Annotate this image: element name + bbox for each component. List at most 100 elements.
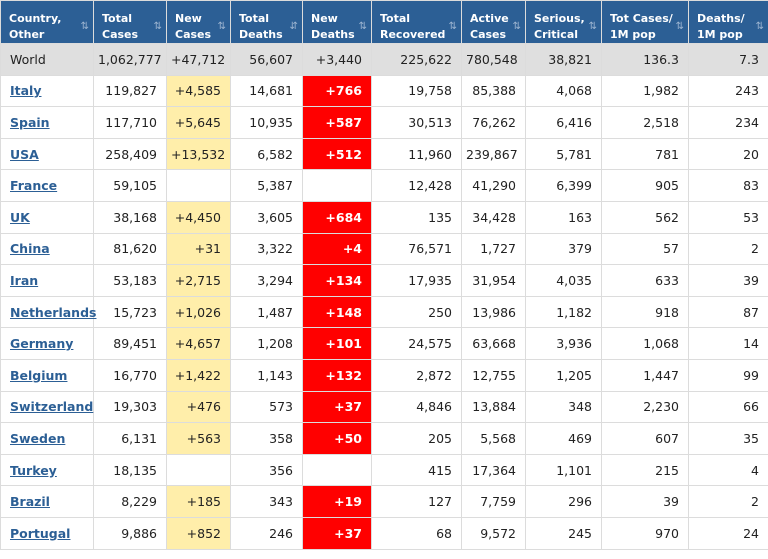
country-link[interactable]: China — [10, 241, 50, 257]
cell-total-cases: 53,183 — [93, 264, 167, 297]
cell-new-deaths: +132 — [302, 358, 372, 392]
country-link[interactable]: Italy — [10, 83, 42, 99]
table-row: Belgium 16,770 +1,422 1,143 +132 2,872 12,755 1… — [0, 358, 768, 392]
country-link[interactable]: Brazil — [10, 494, 50, 510]
sort-arrows-icon[interactable]: ⇅ — [80, 21, 90, 32]
table-row: Spain 117,710 +5,645 10,935 +587 30,513 76,262… — [0, 106, 768, 139]
cell-new-deaths: +148 — [302, 295, 372, 329]
cell-tot-cases-per-1m: 2,230 — [601, 390, 689, 424]
table-row: USA 258,409 +13,532 6,582 +512 11,960 239,867 5… — [0, 137, 768, 171]
column-header-tot-cases-per-1m[interactable]: Tot Cases/ 1M pop ⇅ — [601, 0, 689, 44]
cell-total-cases: 258,409 — [93, 137, 167, 171]
table-row: UK 38,168 +4,450 3,605 +684 135 34,428 163 562 53 — [0, 200, 768, 234]
cell-tot-cases-per-1m: 970 — [601, 516, 689, 550]
cell-new-cases: +1,026 — [166, 295, 231, 329]
cell-total-deaths: 343 — [230, 485, 303, 518]
cell-new-deaths — [302, 169, 372, 202]
cell-country: Portugal — [0, 516, 94, 550]
cell-active-cases: 31,954 — [461, 264, 526, 297]
cell-total-cases: 16,770 — [93, 358, 167, 392]
cell-active-cases: 17,364 — [461, 453, 526, 487]
column-header-deaths-per-1m[interactable]: Deaths/ 1M pop ⇅ — [688, 0, 768, 44]
cell-total-cases: 81,620 — [93, 232, 167, 266]
cell-total-recovered: 76,571 — [371, 232, 462, 266]
cell-deaths-per-1m: 83 — [688, 169, 768, 202]
cell-total-recovered: 24,575 — [371, 327, 462, 360]
column-header-label: Tot Cases/ 1M pop — [610, 12, 673, 41]
cell-new-cases: +31 — [166, 232, 231, 266]
column-header-serious-critical[interactable]: Serious, Critical ⇅ — [525, 0, 602, 44]
cell-total-deaths: 573 — [230, 390, 303, 424]
table-row: Brazil 8,229 +185 343 +19 127 7,759 296 39 2 — [0, 485, 768, 518]
cell-new-cases: +2,715 — [166, 264, 231, 297]
cell-tot-cases-per-1m: 215 — [601, 453, 689, 487]
cell-new-cases: +185 — [166, 485, 231, 518]
table-header: Country, Other ⇅ Total Cases ⇅ New Cases ⇅ Tot… — [0, 0, 768, 44]
country-link[interactable]: Sweden — [10, 430, 66, 446]
cell-country: Iran — [0, 264, 94, 297]
country-link[interactable]: Spain — [10, 114, 50, 130]
cell-total-cases: 1,062,777 — [93, 43, 167, 76]
cell-new-deaths: +37 — [302, 390, 372, 424]
column-header-label: Active Cases — [470, 12, 509, 41]
header-row: Country, Other ⇅ Total Cases ⇅ New Cases ⇅ Tot… — [0, 0, 768, 44]
country-link[interactable]: Switzerland — [10, 399, 94, 415]
sort-arrows-icon[interactable]: ⇵ — [289, 21, 299, 32]
country-link[interactable]: France — [10, 178, 58, 194]
cell-total-recovered: 415 — [371, 453, 462, 487]
table-row: France 59,105 5,387 12,428 41,290 6,399 905 83 — [0, 169, 768, 202]
column-header-total-deaths[interactable]: Total Deaths ⇵ — [230, 0, 303, 44]
cell-deaths-per-1m: 53 — [688, 200, 768, 234]
sort-arrows-icon[interactable]: ⇅ — [675, 21, 685, 32]
cell-new-deaths: +101 — [302, 327, 372, 360]
cell-total-deaths: 3,605 — [230, 200, 303, 234]
country-link[interactable]: UK — [10, 209, 30, 225]
cell-tot-cases-per-1m: 607 — [601, 422, 689, 455]
cell-tot-cases-per-1m: 2,518 — [601, 106, 689, 139]
cell-tot-cases-per-1m: 781 — [601, 137, 689, 171]
sort-arrows-icon[interactable]: ⇅ — [358, 21, 368, 32]
cell-deaths-per-1m: 2 — [688, 232, 768, 266]
cell-serious-critical: 469 — [525, 422, 602, 455]
cell-tot-cases-per-1m: 562 — [601, 200, 689, 234]
sort-arrows-icon[interactable]: ⇅ — [755, 21, 765, 32]
country-link[interactable]: Iran — [10, 272, 39, 288]
cell-new-deaths: +19 — [302, 485, 372, 518]
cell-serious-critical: 4,035 — [525, 264, 602, 297]
sort-arrows-icon[interactable]: ⇅ — [588, 21, 598, 32]
country-link[interactable]: USA — [10, 146, 39, 162]
cell-new-deaths: +37 — [302, 516, 372, 550]
cell-serious-critical: 6,399 — [525, 169, 602, 202]
column-header-new-deaths[interactable]: New Deaths ⇅ — [302, 0, 372, 44]
cell-new-cases: +563 — [166, 422, 231, 455]
sort-arrows-icon[interactable]: ⇅ — [153, 21, 163, 32]
cell-country: Switzerland — [0, 390, 94, 424]
column-header-label: Country, Other — [9, 12, 62, 41]
sort-arrows-icon[interactable]: ⇅ — [512, 21, 522, 32]
column-header-total-cases[interactable]: Total Cases ⇅ — [93, 0, 167, 44]
sort-arrows-icon[interactable]: ⇅ — [448, 21, 458, 32]
cell-deaths-per-1m: 14 — [688, 327, 768, 360]
cell-deaths-per-1m: 4 — [688, 453, 768, 487]
cell-deaths-per-1m: 24 — [688, 516, 768, 550]
cell-deaths-per-1m: 87 — [688, 295, 768, 329]
cell-total-deaths: 356 — [230, 453, 303, 487]
sort-arrows-icon[interactable]: ⇅ — [217, 21, 227, 32]
column-header-total-recovered[interactable]: Total Recovered ⇅ — [371, 0, 462, 44]
country-link[interactable]: Netherlands — [10, 304, 97, 320]
cell-new-deaths: +684 — [302, 200, 372, 234]
column-header-country[interactable]: Country, Other ⇅ — [0, 0, 94, 44]
cell-deaths-per-1m: 20 — [688, 137, 768, 171]
table-row: Italy 119,827 +4,585 14,681 +766 19,758 85,388… — [0, 74, 768, 108]
column-header-active-cases[interactable]: Active Cases ⇅ — [461, 0, 526, 44]
cell-new-cases: +1,422 — [166, 358, 231, 392]
column-header-new-cases[interactable]: New Cases ⇅ — [166, 0, 231, 44]
cell-active-cases: 1,727 — [461, 232, 526, 266]
country-link[interactable]: Belgium — [10, 367, 68, 383]
cell-tot-cases-per-1m: 1,447 — [601, 358, 689, 392]
cell-serious-critical: 6,416 — [525, 106, 602, 139]
cell-serious-critical: 348 — [525, 390, 602, 424]
country-link[interactable]: Germany — [10, 336, 74, 352]
country-link[interactable]: Turkey — [10, 462, 57, 478]
country-link[interactable]: Portugal — [10, 525, 71, 541]
